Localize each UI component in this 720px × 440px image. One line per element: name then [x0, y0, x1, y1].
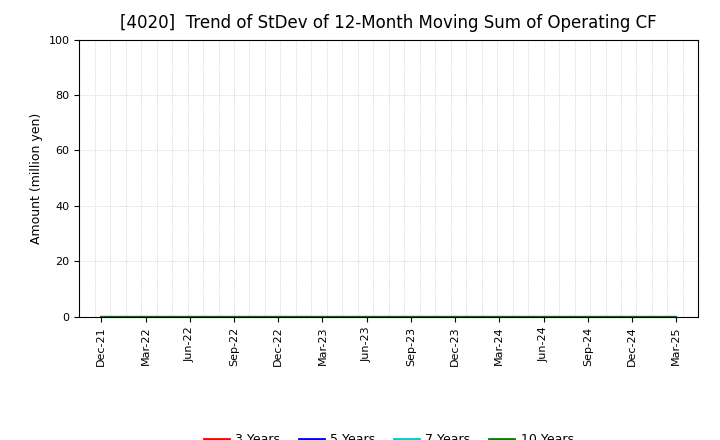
- Y-axis label: Amount (million yen): Amount (million yen): [30, 113, 43, 244]
- 5 Years: [628, 314, 636, 319]
- Legend: 3 Years, 5 Years, 7 Years, 10 Years: 3 Years, 5 Years, 7 Years, 10 Years: [199, 429, 579, 440]
- 7 Years: [274, 314, 282, 319]
- 7 Years: [407, 314, 415, 319]
- 7 Years: [230, 314, 238, 319]
- 10 Years: [186, 314, 194, 319]
- 10 Years: [318, 314, 327, 319]
- 5 Years: [141, 314, 150, 319]
- 3 Years: [583, 314, 592, 319]
- 3 Years: [495, 314, 504, 319]
- 3 Years: [141, 314, 150, 319]
- 5 Years: [583, 314, 592, 319]
- 5 Years: [318, 314, 327, 319]
- 10 Years: [628, 314, 636, 319]
- 7 Years: [362, 314, 371, 319]
- 10 Years: [97, 314, 106, 319]
- 10 Years: [407, 314, 415, 319]
- 3 Years: [318, 314, 327, 319]
- 3 Years: [628, 314, 636, 319]
- 7 Years: [186, 314, 194, 319]
- 5 Years: [539, 314, 548, 319]
- 10 Years: [451, 314, 459, 319]
- 10 Years: [672, 314, 680, 319]
- 5 Years: [407, 314, 415, 319]
- 5 Years: [230, 314, 238, 319]
- 3 Years: [274, 314, 282, 319]
- 5 Years: [451, 314, 459, 319]
- 3 Years: [97, 314, 106, 319]
- 5 Years: [672, 314, 680, 319]
- 7 Years: [672, 314, 680, 319]
- 5 Years: [495, 314, 504, 319]
- 3 Years: [407, 314, 415, 319]
- 10 Years: [495, 314, 504, 319]
- 10 Years: [583, 314, 592, 319]
- 7 Years: [97, 314, 106, 319]
- 10 Years: [274, 314, 282, 319]
- 7 Years: [318, 314, 327, 319]
- 7 Years: [141, 314, 150, 319]
- 7 Years: [495, 314, 504, 319]
- 3 Years: [451, 314, 459, 319]
- 10 Years: [230, 314, 238, 319]
- 3 Years: [672, 314, 680, 319]
- Title: [4020]  Trend of StDev of 12-Month Moving Sum of Operating CF: [4020] Trend of StDev of 12-Month Moving…: [120, 15, 657, 33]
- 5 Years: [97, 314, 106, 319]
- 7 Years: [628, 314, 636, 319]
- 10 Years: [362, 314, 371, 319]
- 10 Years: [141, 314, 150, 319]
- 5 Years: [186, 314, 194, 319]
- 7 Years: [583, 314, 592, 319]
- 5 Years: [362, 314, 371, 319]
- 3 Years: [362, 314, 371, 319]
- 3 Years: [230, 314, 238, 319]
- 5 Years: [274, 314, 282, 319]
- 7 Years: [539, 314, 548, 319]
- 10 Years: [539, 314, 548, 319]
- 7 Years: [451, 314, 459, 319]
- 3 Years: [539, 314, 548, 319]
- 3 Years: [186, 314, 194, 319]
